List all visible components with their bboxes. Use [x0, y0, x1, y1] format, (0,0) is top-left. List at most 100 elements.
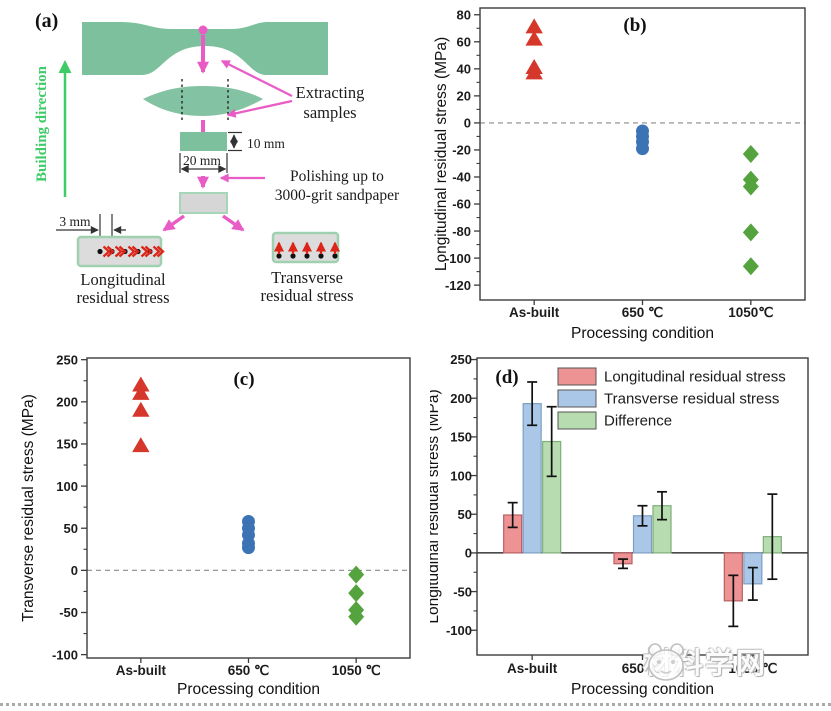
legend-label: Transverse residual stress	[604, 391, 779, 408]
y-tick-label: 50	[64, 521, 78, 536]
y-tick-label: -100	[52, 647, 78, 662]
y-tick-label: 80	[457, 7, 471, 22]
error-bar	[747, 566, 758, 601]
extraction-start-dot	[198, 25, 208, 35]
y-tick-label: -120	[445, 278, 471, 293]
data-point-triangle	[132, 401, 150, 417]
legend-swatch	[557, 367, 597, 386]
x-category-label: As-built	[509, 305, 560, 320]
transverse-measure-dots	[276, 253, 338, 259]
y-tick-label: 50	[458, 507, 472, 522]
data-point-triangle	[525, 30, 543, 46]
axis-title-x: Processing condition	[177, 681, 320, 698]
extracting-samples-label-2: samples	[303, 103, 356, 122]
error-bar	[767, 493, 778, 581]
error-bar	[728, 574, 739, 628]
extracting-samples-label-1: Extracting	[296, 83, 365, 102]
y-tick-label: 0	[464, 116, 471, 131]
y-tick-label: -40	[452, 170, 471, 185]
axis-title-x: Processing condition	[571, 325, 714, 342]
data-point-triangle	[132, 384, 150, 400]
error-bar	[657, 490, 667, 521]
y-tick-label: -100	[445, 251, 471, 266]
data-point-diamond	[742, 223, 759, 242]
data-point-diamond	[348, 565, 365, 584]
y-tick-label: 60	[457, 34, 471, 49]
error-bar	[637, 504, 648, 527]
x-category-label: 1050 ℃	[728, 661, 778, 676]
data-point-diamond	[348, 584, 365, 603]
data-point-circle	[636, 142, 649, 156]
error-bar	[618, 558, 628, 570]
y-tick-label: 150	[56, 437, 78, 452]
dim-10mm-label: 10 mm	[247, 136, 285, 151]
legend-label: Longitudinal residual stress	[604, 369, 786, 386]
extracting-pointer-1	[220, 60, 293, 97]
panel-letter: (d)	[495, 367, 518, 388]
extracting-pointer-2	[226, 99, 293, 118]
y-tick-label: 0	[465, 546, 472, 561]
transverse-caption-2: residual stress	[260, 286, 353, 305]
y-tick-label: -50	[453, 584, 472, 599]
transverse-stress-arrows	[274, 241, 340, 254]
longitudinal-caption-2: residual stress	[76, 288, 169, 307]
axis-title-y: Transverse residual stress (MPa)	[20, 394, 37, 622]
chart-d-bar-comparison: Longitudinal residual stress Transverse r…	[430, 352, 809, 698]
y-tick-label: 100	[450, 468, 472, 483]
tensile-specimen-shape	[82, 22, 328, 75]
chart-c-transverse-scatter: 250 200 150 100 50 0 -50 -100 As-built 650 ℃ 1050 …	[20, 352, 411, 698]
polishing-label-1: Polishing up to	[290, 168, 384, 185]
y-tick-label: 100	[56, 479, 78, 494]
polishing-label-2: 3000-grit sandpaper	[275, 187, 400, 204]
y-tick-label: 200	[450, 391, 472, 406]
longitudinal-stress-arrows	[102, 245, 165, 258]
x-category-label: 650 ℃	[622, 305, 664, 320]
y-tick-label: 40	[457, 62, 471, 77]
y-tick-label: -100	[446, 623, 472, 638]
axis-title-y: Longitudinal residual stress (MPa)	[430, 389, 442, 623]
y-tick-label: 200	[56, 395, 78, 410]
axis-title-y: Longitudinal residual stress (MPa)	[433, 37, 450, 271]
gauge-slice-lens	[143, 86, 263, 116]
data-point-triangle	[525, 64, 543, 80]
error-bar	[527, 381, 538, 427]
data-point-diamond	[742, 257, 759, 276]
x-category-label: As-built	[116, 663, 167, 678]
y-tick-label: -80	[452, 224, 471, 239]
data-point-circle	[242, 541, 255, 555]
polished-sample	[179, 192, 228, 214]
y-tick-label: 150	[450, 430, 472, 445]
y-tick-label: 250	[450, 352, 472, 367]
transverse-caption-1: Transverse	[271, 268, 343, 287]
error-bar	[507, 501, 518, 529]
y-tick-label: 0	[71, 563, 78, 578]
legend-swatch	[557, 389, 597, 408]
data-point-diamond	[742, 145, 759, 163]
longitudinal-caption-1: Longitudinal	[80, 270, 166, 289]
panel-a-label: (a)	[35, 10, 58, 32]
dim-20mm-label: 20 mm	[183, 153, 221, 168]
data-point-diamond	[348, 607, 365, 626]
building-direction-label: Building direction	[34, 65, 50, 182]
x-category-label: 650 ℃	[228, 663, 270, 678]
panel-letter: (c)	[233, 369, 254, 390]
x-category-label: 1050 ℃	[332, 663, 382, 678]
x-category-label: 650 ℃	[622, 661, 664, 676]
x-category-label: 1050℃	[728, 305, 774, 320]
panel-a-diagram: (a) Building direction 10 mm 20 mm Extra…	[34, 10, 400, 307]
split-arrow-left	[162, 214, 186, 232]
bottom-divider	[0, 703, 831, 706]
data-point-triangle	[525, 18, 543, 34]
dim-3mm-label: 3 mm	[59, 214, 91, 229]
y-tick-label: -50	[59, 605, 78, 620]
axis-frame	[86, 357, 411, 659]
y-tick-label: 250	[56, 352, 78, 367]
x-category-label: As-built	[507, 661, 558, 676]
legend-label: Difference	[604, 413, 672, 430]
data-point-triangle	[132, 376, 150, 392]
split-arrow-right	[221, 214, 245, 232]
sample-block	[180, 132, 227, 151]
data-point-triangle	[132, 437, 150, 453]
data-point-diamond	[742, 177, 759, 196]
